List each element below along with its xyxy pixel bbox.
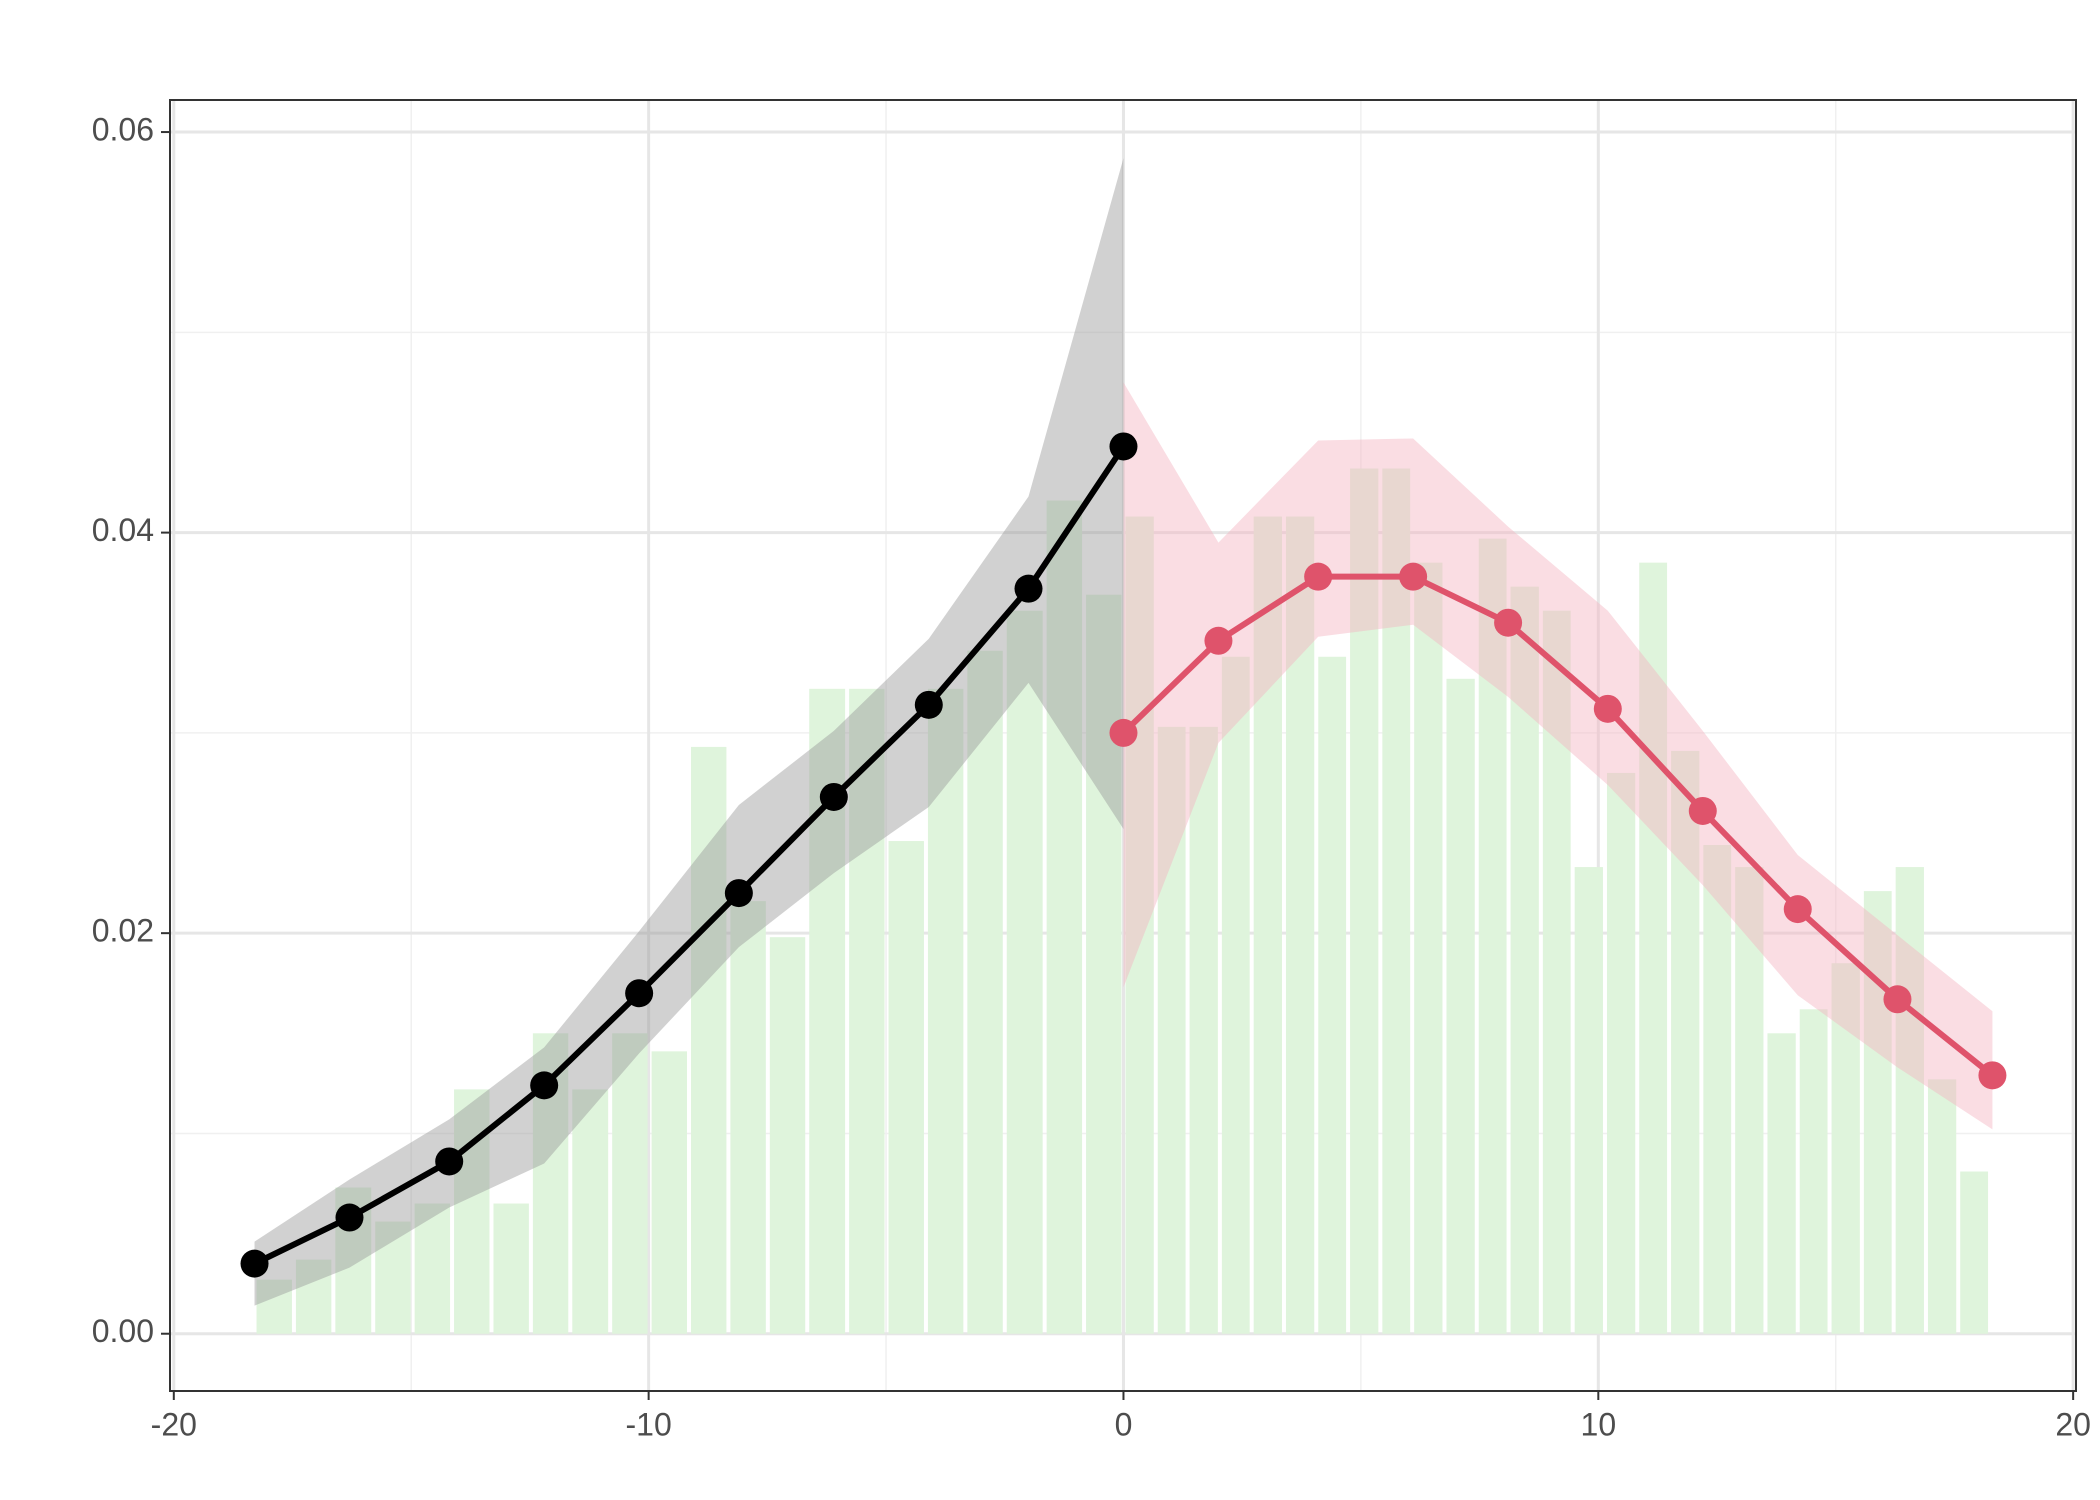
histogram-bar bbox=[1574, 867, 1603, 1334]
histogram-bar bbox=[1606, 772, 1636, 1334]
y-tick-label: 0.00 bbox=[92, 1313, 154, 1349]
histogram-bar bbox=[1799, 1009, 1828, 1334]
histogram-bar bbox=[414, 1203, 451, 1334]
x-tick-label: 0 bbox=[1115, 1406, 1133, 1442]
histogram-bar bbox=[1189, 726, 1218, 1334]
histogram-bar bbox=[1478, 538, 1507, 1334]
y-tick-label: 0.06 bbox=[92, 111, 154, 147]
point bbox=[1883, 985, 1912, 1014]
histogram-bar bbox=[1253, 516, 1282, 1334]
y-tick-label: 0.04 bbox=[92, 512, 154, 548]
histogram-bar bbox=[1221, 656, 1250, 1334]
histogram-bar bbox=[295, 1259, 332, 1334]
histogram-bar bbox=[1157, 726, 1186, 1334]
histogram-bar bbox=[1285, 516, 1315, 1334]
confidence-band bbox=[254, 158, 1124, 1306]
x-tick-label: 20 bbox=[2055, 1406, 2091, 1442]
point bbox=[625, 979, 654, 1008]
histogram-bar bbox=[1006, 610, 1043, 1334]
point bbox=[335, 1203, 364, 1232]
x-tick-label: -20 bbox=[151, 1406, 197, 1442]
histogram-bar bbox=[256, 1279, 292, 1334]
histogram-bar bbox=[1318, 656, 1347, 1334]
histogram-bar bbox=[730, 901, 766, 1334]
histogram-bar bbox=[1895, 867, 1924, 1334]
point bbox=[1014, 574, 1043, 603]
histogram-bar bbox=[927, 688, 964, 1334]
point bbox=[1304, 562, 1333, 591]
histogram-bar bbox=[1767, 1033, 1796, 1334]
histogram-bar bbox=[572, 1089, 609, 1334]
histogram-bar bbox=[1446, 678, 1475, 1334]
point bbox=[1494, 608, 1523, 637]
point bbox=[1109, 432, 1138, 461]
histogram-bar bbox=[612, 1033, 648, 1334]
point bbox=[530, 1071, 559, 1100]
histogram-bar bbox=[493, 1203, 529, 1334]
point bbox=[914, 690, 943, 719]
histogram-bar bbox=[1960, 1171, 1989, 1334]
histogram-bar bbox=[1671, 750, 1700, 1334]
histogram-bar bbox=[1927, 1079, 1957, 1334]
histogram-bar bbox=[1831, 963, 1860, 1334]
line bbox=[1121, 573, 1995, 1078]
x-tick-label: 10 bbox=[1581, 1406, 1617, 1442]
confidence-band bbox=[1123, 382, 1993, 1130]
histogram-bar bbox=[375, 1221, 411, 1334]
histogram-bar bbox=[769, 937, 806, 1334]
point bbox=[819, 782, 848, 811]
point bbox=[1783, 895, 1812, 924]
y-tick-label: 0.02 bbox=[92, 913, 154, 949]
histogram-bar bbox=[849, 688, 885, 1334]
histogram-bar bbox=[1125, 516, 1154, 1334]
histogram-bar bbox=[1639, 562, 1668, 1334]
histogram-bar bbox=[888, 841, 924, 1334]
histogram-bar bbox=[1510, 586, 1539, 1334]
histogram-bar bbox=[1414, 562, 1443, 1334]
point bbox=[1593, 694, 1622, 723]
histogram-bar bbox=[1703, 845, 1732, 1334]
point bbox=[1688, 796, 1717, 825]
x-tick-label: -10 bbox=[626, 1406, 672, 1442]
histogram-bar bbox=[1863, 891, 1892, 1334]
point bbox=[724, 879, 753, 908]
point bbox=[240, 1249, 269, 1278]
histogram-bar bbox=[1350, 468, 1379, 1334]
histogram-bar bbox=[1046, 500, 1083, 1334]
histogram-bar bbox=[967, 650, 1003, 1334]
histogram-bar bbox=[651, 1051, 687, 1334]
histogram-bar bbox=[1542, 610, 1571, 1334]
point bbox=[1399, 562, 1428, 591]
point bbox=[1204, 626, 1233, 655]
point bbox=[1109, 718, 1138, 747]
histogram-bar bbox=[1086, 594, 1122, 1334]
histogram-bar bbox=[1735, 867, 1764, 1334]
line bbox=[253, 444, 1126, 1267]
histogram-bar bbox=[1382, 468, 1411, 1334]
point bbox=[435, 1147, 464, 1176]
point bbox=[1978, 1061, 2007, 1090]
histogram-bar bbox=[690, 746, 727, 1334]
